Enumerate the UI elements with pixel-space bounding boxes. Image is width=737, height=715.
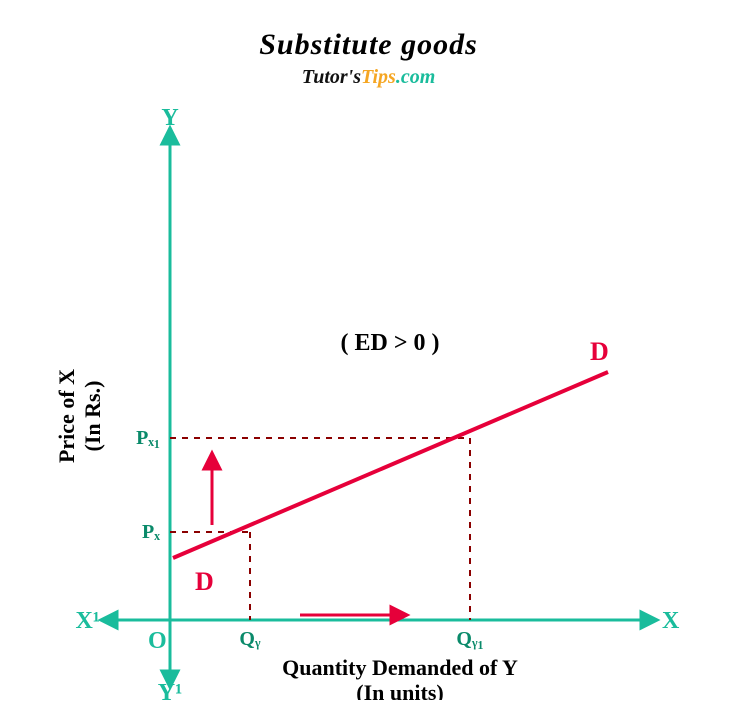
qy-label: Qᵧ xyxy=(239,628,261,650)
line-label-start: D xyxy=(195,567,214,596)
y-axis-title-line2: (In Rs.) xyxy=(80,381,105,452)
x-right-label: X xyxy=(662,608,680,634)
chart-svg: Y Y¹ X X¹ O D D Pₓ₁ Pₓ Qᵧ Qᵧ₁ ( ED > 0 )… xyxy=(0,100,737,700)
y-axis-title: Price of X (In Rs.) xyxy=(54,316,106,516)
x-axis-title-line2: (In units) xyxy=(356,680,443,700)
page-title: Substitute goods xyxy=(0,28,737,62)
annotation-ed: ( ED > 0 ) xyxy=(341,330,440,356)
line-label-end: D xyxy=(590,337,609,366)
subtitle-prefix: Tutor's xyxy=(302,66,361,88)
chart: Price of X (In Rs.) Y Y¹ X X¹ O D D xyxy=(0,100,737,700)
origin-label: O xyxy=(148,628,167,654)
subtitle-suffix: .com xyxy=(396,66,435,88)
px-label: Pₓ xyxy=(142,521,160,543)
demand-line xyxy=(173,372,608,558)
title-block: Substitute goods Tutor'sTips.com xyxy=(0,0,737,89)
y-bottom-label: Y¹ xyxy=(158,680,183,700)
qy1-label: Qᵧ₁ xyxy=(456,628,483,650)
y-axis-title-line1: Price of X xyxy=(54,369,79,463)
y-top-label: Y xyxy=(161,105,178,131)
subtitle: Tutor'sTips.com xyxy=(0,66,737,89)
x-axis-title-line1: Quantity Demanded of Y xyxy=(282,655,518,680)
subtitle-accent: Tips xyxy=(361,66,396,88)
px1-label: Pₓ₁ xyxy=(136,427,160,449)
x-left-label: X¹ xyxy=(75,608,100,634)
